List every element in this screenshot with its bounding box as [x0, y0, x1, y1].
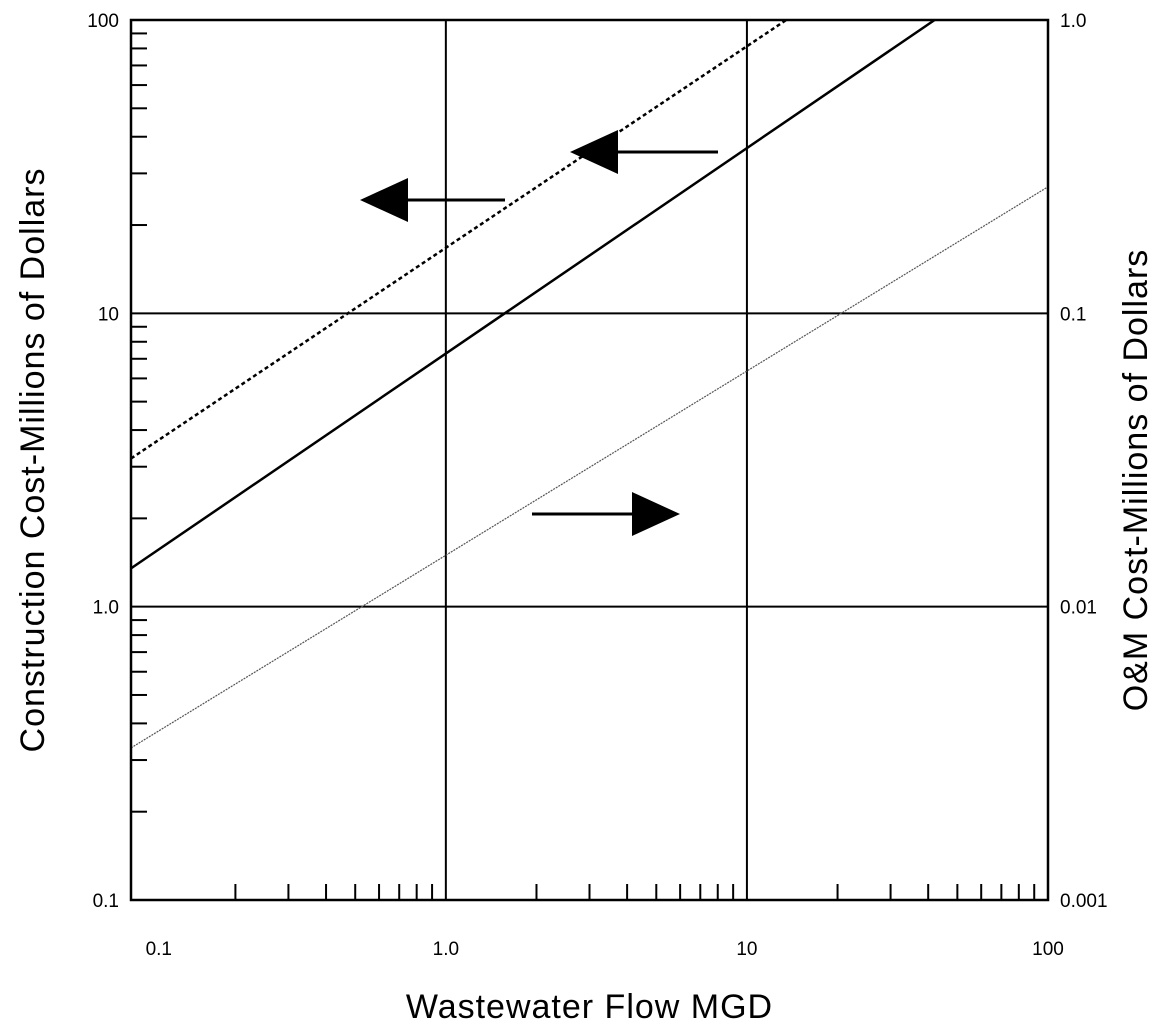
y2-axis-label: O&M Cost-Millions of Dollars — [1117, 249, 1155, 712]
x-axis-label: Wastewater Flow MGD — [406, 988, 773, 1026]
plot-frame — [129, 18, 1050, 902]
x-tick-label: 1.0 — [433, 939, 459, 960]
series — [130, 18, 1049, 749]
y-axis-label: Construction Cost-Millions of Dollars — [14, 168, 52, 753]
ticks: 0.1 1.0 10 100 0.1 1.0 10 100 0.001 0.01 0.1 1.0 — [87, 11, 1107, 960]
y2-tick-label: 0.001 — [1060, 891, 1108, 912]
grid — [131, 20, 1048, 900]
arrows — [360, 130, 718, 536]
y-tick-label: 100 — [87, 11, 119, 32]
y2-tick-label: 0.01 — [1060, 598, 1097, 619]
x-tick-label: 0.1 — [146, 939, 172, 960]
y-tick-label: 1.0 — [93, 598, 119, 619]
right-arrow-icon — [632, 492, 680, 536]
series-line-1 — [130, 18, 787, 460]
series-line-2 — [130, 18, 936, 570]
series-line-3 — [130, 186, 1049, 749]
y-tick-label: 10 — [98, 304, 119, 325]
x-tick-label: 100 — [1032, 939, 1064, 960]
labels: Wastewater Flow MGD Construction Cost-Mi… — [14, 168, 1155, 1026]
left-arrow-icon — [570, 130, 618, 174]
y2-tick-label: 0.1 — [1060, 304, 1086, 325]
x-tick-label: 10 — [736, 939, 757, 960]
left-arrow-icon — [360, 178, 408, 222]
y2-tick-label: 1.0 — [1060, 11, 1086, 32]
y-tick-label: 0.1 — [93, 891, 119, 912]
